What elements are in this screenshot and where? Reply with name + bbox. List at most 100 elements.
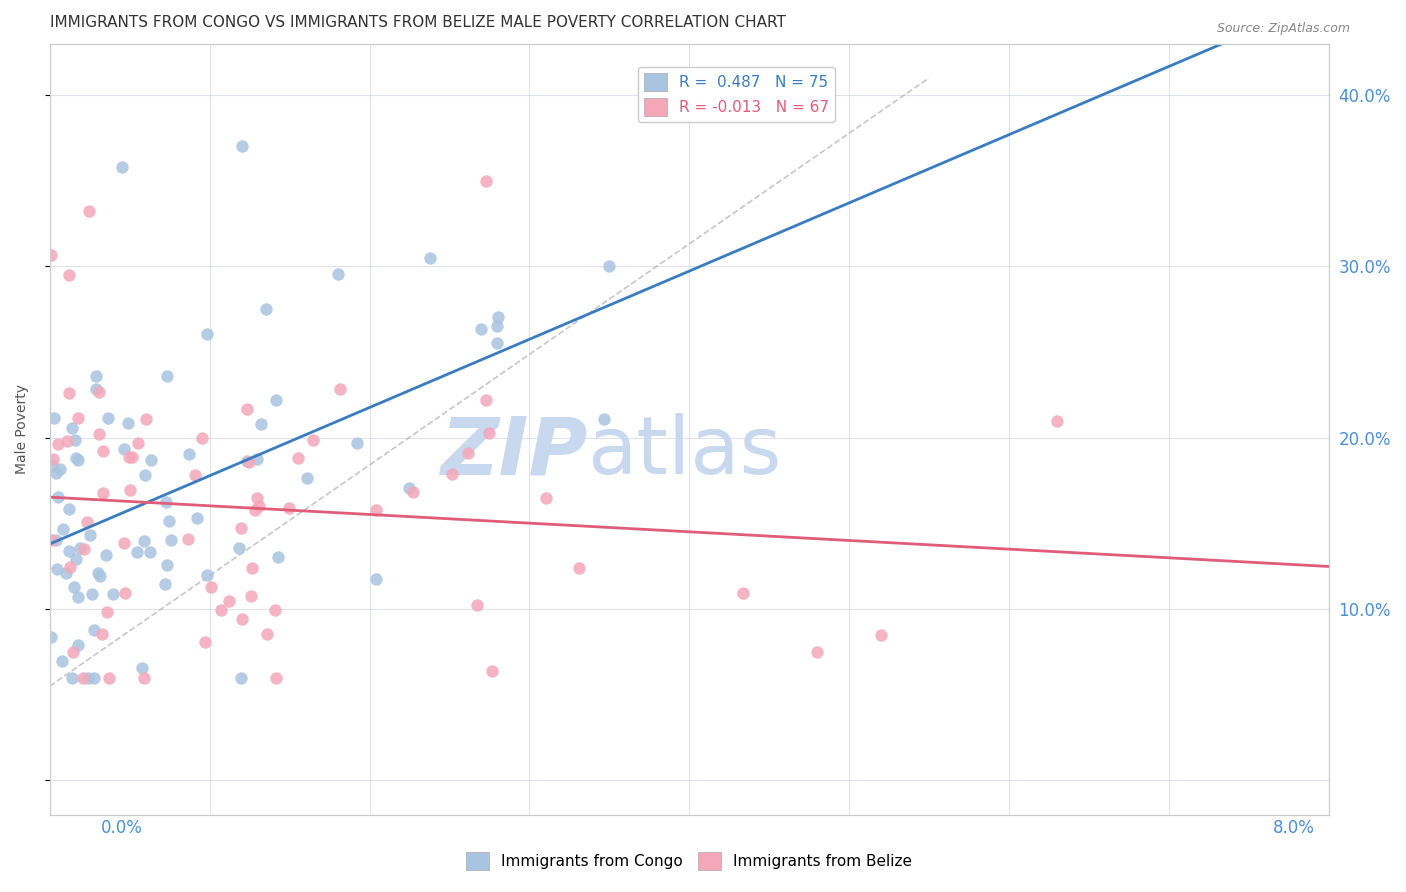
Point: [58, 385, 80, 400]
Point: [250, 417, 273, 431]
Point: [59, 560, 82, 574]
Point: [80, 587, 103, 601]
Point: [96, 548, 118, 562]
Point: [236, 401, 259, 416]
Point: [441, 467, 464, 481]
Point: [228, 541, 250, 555]
Point: [111, 160, 134, 174]
Point: [132, 533, 155, 548]
Point: [87, 385, 110, 400]
Point: [72, 541, 94, 556]
Point: [229, 671, 252, 685]
Point: [84, 382, 107, 396]
Point: [67, 452, 90, 467]
Point: [486, 336, 509, 351]
Point: [131, 661, 153, 675]
Point: [485, 318, 508, 333]
Point: [264, 671, 287, 685]
Point: [139, 545, 162, 559]
Point: [118, 483, 141, 497]
Point: [114, 586, 136, 600]
Point: [67, 411, 90, 425]
Point: [806, 645, 828, 659]
Point: [218, 594, 240, 608]
Point: [475, 392, 498, 407]
Point: [593, 412, 616, 426]
Point: [256, 627, 278, 641]
Point: [117, 416, 139, 430]
Point: [76, 515, 98, 529]
Point: [177, 447, 200, 461]
Point: [481, 664, 503, 678]
Point: [62, 580, 84, 594]
Point: [46, 436, 69, 450]
Point: [46, 562, 69, 576]
Point: [302, 433, 325, 447]
Point: [91, 444, 114, 458]
Point: [264, 392, 287, 407]
Point: [90, 626, 112, 640]
Point: [200, 580, 222, 594]
Point: [346, 436, 368, 450]
Point: [156, 369, 179, 384]
Point: [246, 491, 269, 505]
Point: [65, 552, 87, 566]
Point: [326, 267, 349, 281]
Point: [96, 605, 118, 619]
Point: [48, 490, 70, 504]
Point: [419, 251, 441, 265]
Point: [160, 533, 183, 547]
Point: [55, 434, 77, 448]
Point: [60, 421, 83, 435]
Point: [127, 545, 149, 559]
Point: [60, 671, 83, 685]
Point: [231, 139, 253, 153]
Point: [568, 561, 591, 575]
Text: 8.0%: 8.0%: [1272, 819, 1315, 837]
Point: [39, 630, 62, 644]
Point: [45, 466, 67, 480]
Point: [267, 550, 290, 565]
Point: [84, 368, 107, 383]
Point: [112, 442, 135, 456]
Point: [41, 533, 63, 547]
Point: [287, 451, 309, 466]
Point: [534, 491, 557, 506]
Y-axis label: Male Poverty: Male Poverty: [15, 384, 30, 475]
Point: [134, 467, 156, 482]
Point: [58, 544, 80, 558]
Point: [89, 569, 111, 583]
Point: [52, 522, 75, 536]
Point: [72, 671, 94, 685]
Point: [155, 495, 177, 509]
Point: [97, 410, 120, 425]
Point: [139, 452, 162, 467]
Point: [186, 511, 208, 525]
Point: [93, 486, 115, 500]
Point: [194, 635, 217, 649]
Point: [55, 566, 77, 580]
Point: [247, 499, 270, 513]
Point: [132, 671, 155, 685]
Text: IMMIGRANTS FROM CONGO VS IMMIGRANTS FROM BELIZE MALE POVERTY CORRELATION CHART: IMMIGRANTS FROM CONGO VS IMMIGRANTS FROM…: [49, 15, 786, 30]
Point: [79, 527, 101, 541]
Point: [470, 321, 492, 335]
Point: [112, 536, 135, 550]
Point: [58, 502, 80, 516]
Point: [62, 645, 84, 659]
Point: [465, 599, 488, 613]
Point: [329, 383, 352, 397]
Point: [183, 467, 205, 482]
Point: [731, 586, 754, 600]
Legend: R =  0.487   N = 75, R = -0.013   N = 67: R = 0.487 N = 75, R = -0.013 N = 67: [638, 67, 835, 122]
Text: Source: ZipAtlas.com: Source: ZipAtlas.com: [1216, 22, 1350, 36]
Point: [67, 590, 90, 604]
Point: [235, 454, 257, 468]
Point: [45, 533, 67, 548]
Text: ZIP: ZIP: [440, 413, 586, 491]
Point: [97, 671, 120, 685]
Point: [69, 541, 91, 555]
Point: [475, 174, 498, 188]
Point: [65, 451, 87, 466]
Point: [66, 638, 89, 652]
